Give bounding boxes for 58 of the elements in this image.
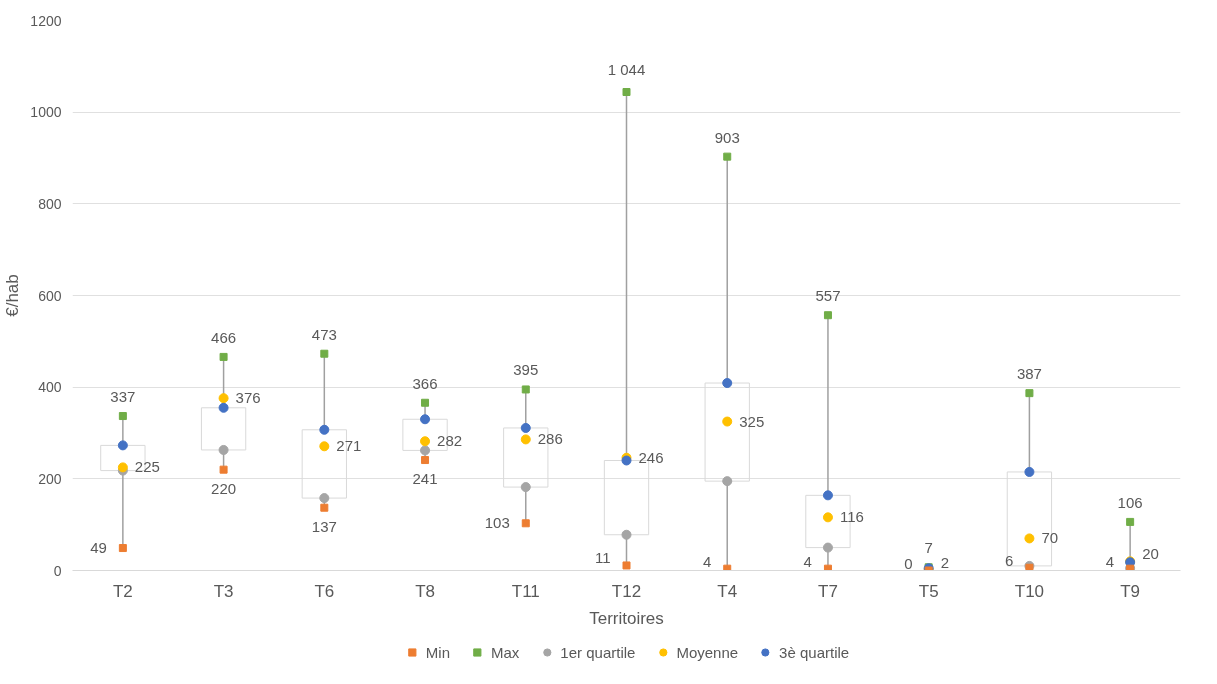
legend-label: 1er quartile — [560, 643, 636, 661]
x-tick-label: T12 — [611, 581, 642, 601]
data-label: 4 — [702, 552, 712, 570]
data-label: 387 — [1016, 365, 1042, 383]
legend-label: Moyenne — [676, 643, 739, 661]
x-tick-label: T7 — [818, 581, 838, 601]
y-tick-label: 200 — [38, 470, 62, 487]
data-label: 1 044 — [607, 61, 646, 78]
data-label: 337 — [110, 388, 136, 406]
y-tick-label: 1000 — [30, 104, 62, 121]
x-axis-title: Territoires — [589, 608, 664, 628]
data-label: 557 — [815, 287, 841, 305]
data-label: 11 — [594, 549, 611, 567]
data-label: 106 — [1117, 493, 1143, 511]
legend-label: Max — [491, 643, 520, 661]
data-label: 286 — [537, 430, 563, 448]
data-label: 4 — [803, 552, 812, 570]
data-label: 325 — [739, 412, 765, 430]
data-label: 282 — [437, 432, 463, 450]
x-tick-label: T9 — [1120, 581, 1141, 601]
data-label: 103 — [484, 514, 510, 532]
data-label: 6 — [1005, 551, 1014, 569]
y-axis-title: €/hab — [3, 274, 23, 317]
x-tick-label: T6 — [314, 581, 335, 601]
x-tick-label: T10 — [1014, 581, 1045, 601]
data-label: 473 — [311, 325, 337, 343]
data-label: 271 — [336, 437, 362, 455]
data-label: 49 — [90, 539, 107, 557]
data-label: 0 — [904, 554, 913, 572]
data-label: 225 — [134, 458, 160, 476]
y-tick-label: 1200 — [30, 12, 62, 29]
x-tick-label: T2 — [112, 581, 133, 601]
data-label: 2 — [940, 553, 950, 571]
x-tick-label: T4 — [717, 581, 738, 601]
legend-label: 3è quartile — [779, 643, 850, 661]
data-label: 70 — [1041, 529, 1059, 547]
data-label: 220 — [211, 479, 237, 497]
data-label: 366 — [412, 374, 438, 392]
y-tick-label: 800 — [38, 195, 62, 212]
y-tick-label: 600 — [38, 287, 62, 304]
data-label: 241 — [412, 470, 438, 488]
data-label: 20 — [1142, 545, 1159, 563]
data-label: 376 — [235, 389, 261, 407]
data-label: 466 — [211, 328, 237, 346]
data-label: 4 — [1105, 552, 1115, 570]
data-label: 137 — [311, 517, 337, 535]
x-tick-label: T11 — [511, 581, 540, 601]
legend-label: Min — [425, 643, 450, 661]
data-label: 903 — [714, 128, 740, 146]
data-label: 7 — [924, 539, 933, 557]
y-tick-label: 0 — [53, 562, 62, 579]
data-label: 246 — [638, 448, 664, 466]
y-tick-label: 400 — [38, 379, 62, 396]
x-tick-label: T5 — [918, 581, 939, 601]
data-label: 395 — [513, 361, 539, 379]
x-tick-label: T3 — [213, 581, 234, 601]
x-tick-label: T8 — [415, 581, 435, 601]
data-label: 116 — [839, 508, 864, 526]
